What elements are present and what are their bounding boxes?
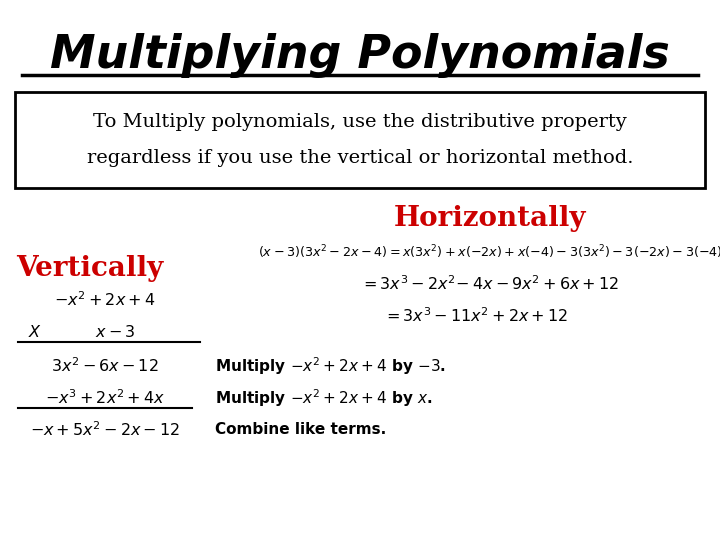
Text: $-x^3 + 2x^2 +4x$: $-x^3 + 2x^2 +4x$ xyxy=(45,389,165,407)
Text: $(x - 3)(3x^2 - 2x - 4)=x(3x^2)+x(-2x)+x(-4)-3(3x^2)-3(-2x)-3(-4)$: $(x - 3)(3x^2 - 2x - 4)=x(3x^2)+x(-2x)+x… xyxy=(258,243,720,261)
Text: $X$: $X$ xyxy=(28,324,42,340)
Text: regardless if you use the vertical or horizontal method.: regardless if you use the vertical or ho… xyxy=(86,149,634,167)
Text: $=3x^3-2x^2\!-4x-9x^2+6x+12$: $=3x^3-2x^2\!-4x-9x^2+6x+12$ xyxy=(361,275,619,293)
Text: $-x + 5x^2 - 2x - 12$: $-x + 5x^2 - 2x - 12$ xyxy=(30,421,180,440)
FancyBboxPatch shape xyxy=(15,92,705,188)
Text: Vertically: Vertically xyxy=(17,254,163,281)
Text: Multiply $-x^2 + 2x + 4$ by $-3$.: Multiply $-x^2 + 2x + 4$ by $-3$. xyxy=(215,355,446,377)
Text: $x - 3$: $x - 3$ xyxy=(95,324,135,340)
Text: Combine like terms.: Combine like terms. xyxy=(215,422,386,437)
Text: $=3x^3-11x^2+2x+12$: $=3x^3-11x^2+2x+12$ xyxy=(382,307,567,325)
Text: To Multiply polynomials, use the distributive property: To Multiply polynomials, use the distrib… xyxy=(93,113,627,131)
Text: Horizontally: Horizontally xyxy=(394,205,586,232)
Text: $- x^2 + 2x + 4$: $- x^2 + 2x + 4$ xyxy=(54,291,156,309)
Text: Multiply $-x^2 + 2x + 4$ by $x$.: Multiply $-x^2 + 2x + 4$ by $x$. xyxy=(215,387,433,409)
Text: $3x^2 - 6x - 12$: $3x^2 - 6x - 12$ xyxy=(51,356,159,375)
Text: Multiplying Polynomials: Multiplying Polynomials xyxy=(50,32,670,78)
